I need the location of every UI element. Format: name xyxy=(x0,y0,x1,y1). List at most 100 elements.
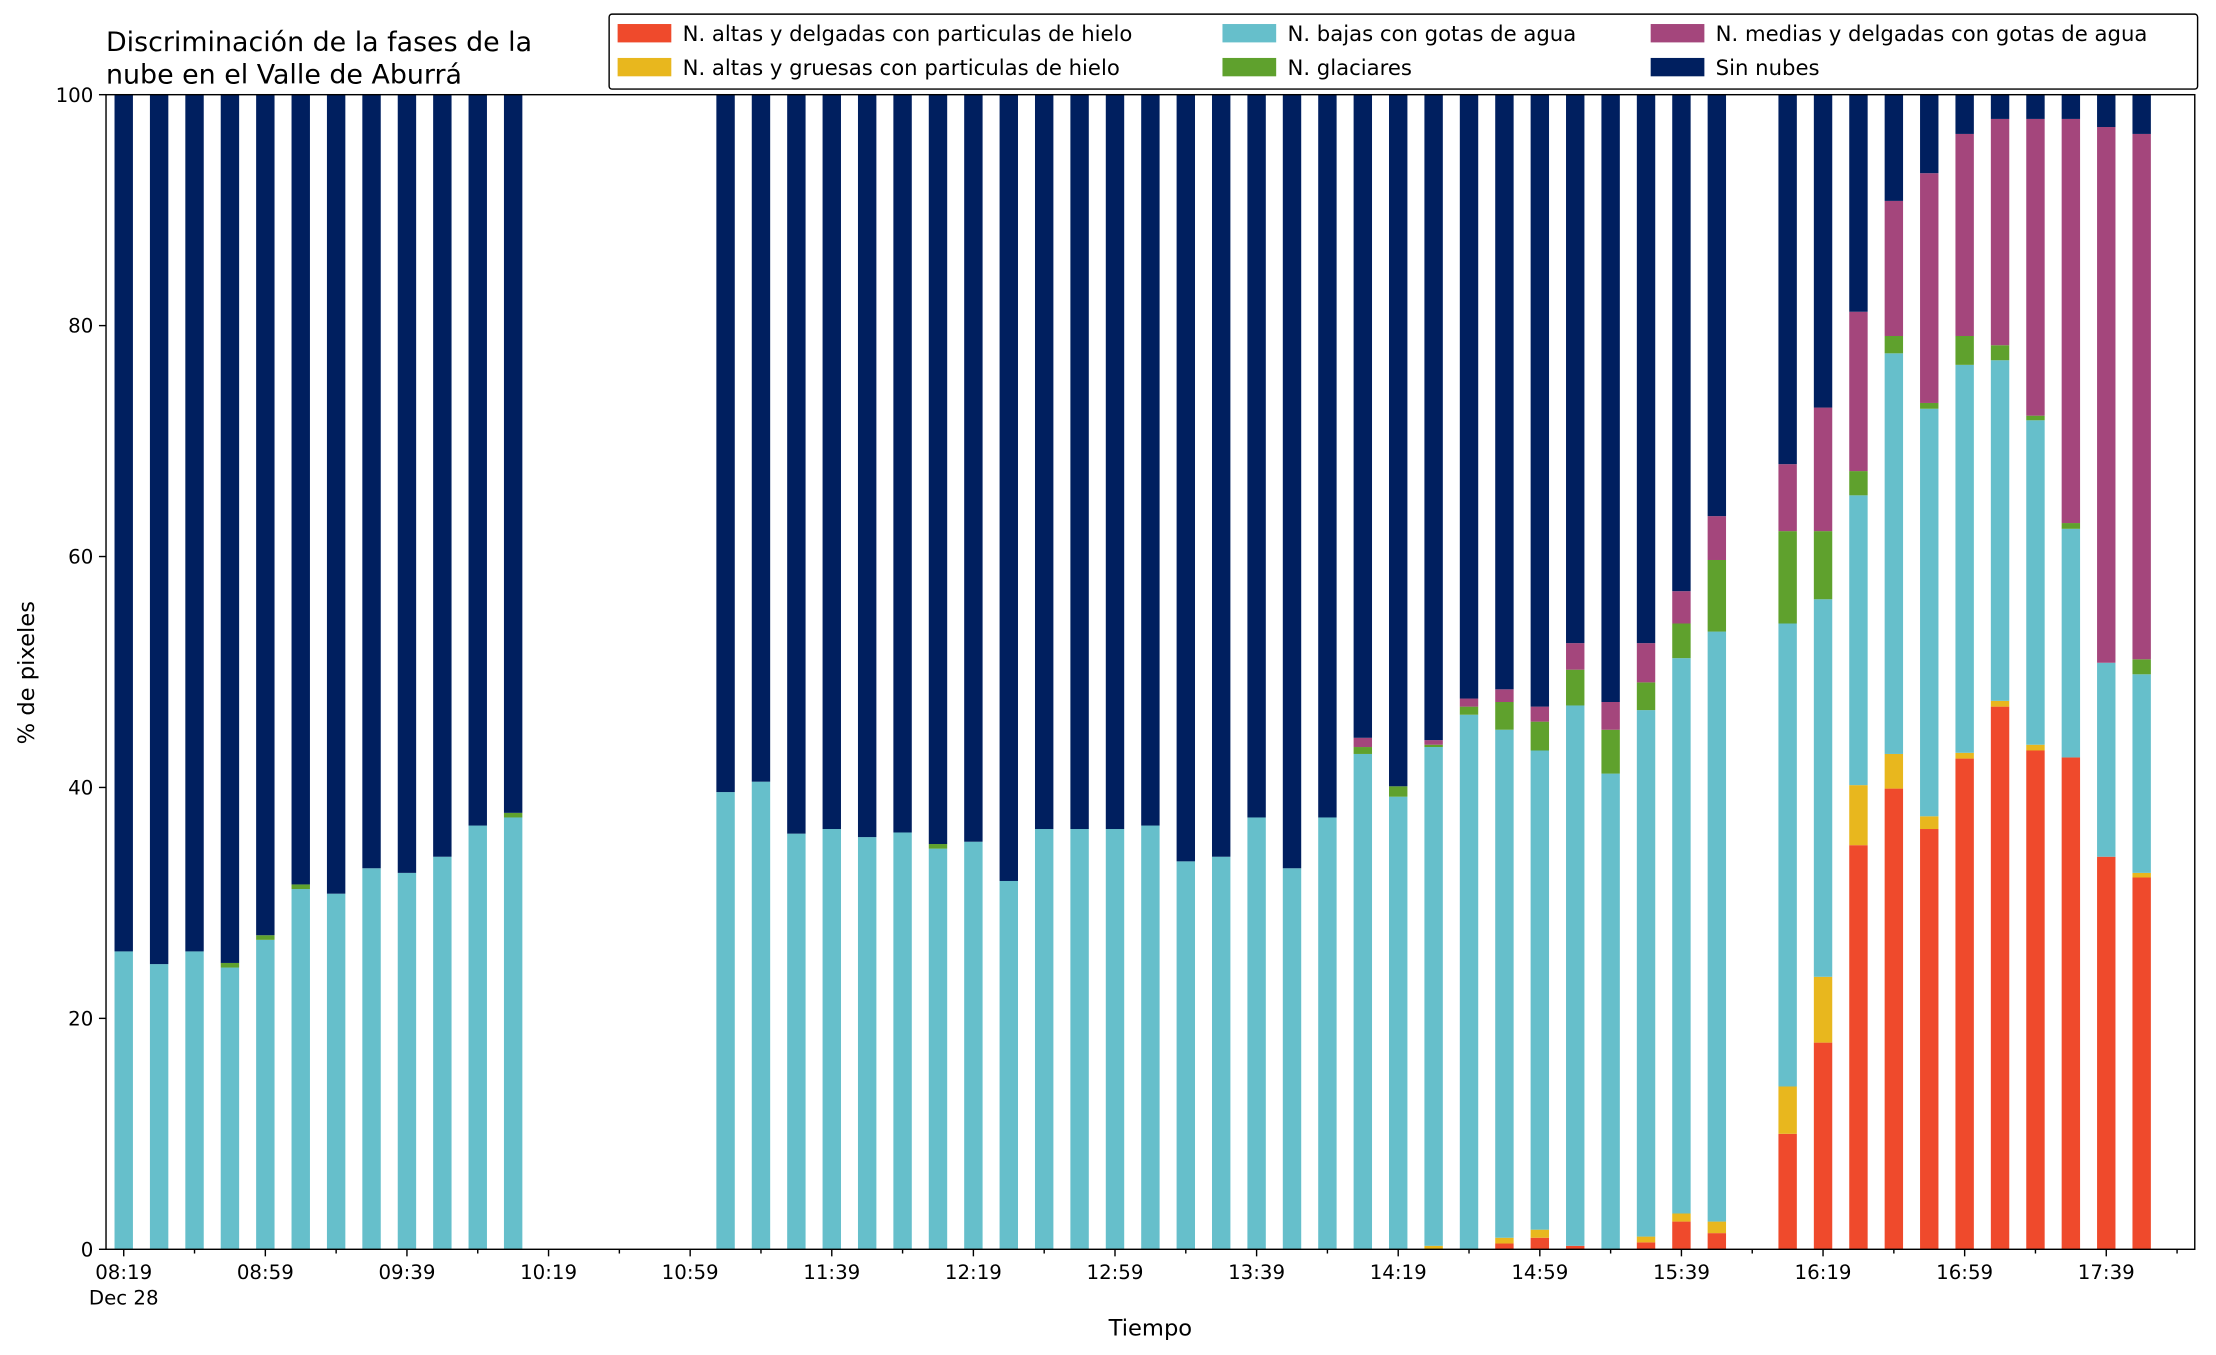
bar-segment xyxy=(964,841,983,1250)
y-tick-label: 80 xyxy=(68,315,93,338)
bar-segment xyxy=(503,812,523,818)
bar-segment xyxy=(1566,669,1585,706)
bar-segment xyxy=(1813,531,1833,600)
bar-segment xyxy=(1636,94,1656,644)
bar-segment xyxy=(1990,118,2010,346)
bar-segment xyxy=(1955,364,1974,753)
bar-segment xyxy=(468,825,487,1250)
legend-label: N. glaciares xyxy=(1287,55,1411,80)
bar-segment xyxy=(2132,674,2151,873)
bar-segment xyxy=(2026,750,2045,1250)
bar-segment xyxy=(1353,747,1373,754)
bar-segment xyxy=(397,872,417,1250)
bar-segment xyxy=(1849,495,1868,786)
x-date-label: Dec 28 xyxy=(89,1286,159,1309)
bar-segment xyxy=(1672,623,1691,659)
chart-title: Discriminación de la fases de la xyxy=(106,27,532,58)
bar-segment xyxy=(256,939,275,1250)
bar-segment xyxy=(1247,94,1266,818)
bar-segment xyxy=(362,94,381,869)
bar-segment xyxy=(1849,785,1868,846)
bar-segment xyxy=(2061,523,2081,529)
bar-segment xyxy=(503,94,523,813)
bar-segment xyxy=(1955,752,1974,759)
bar-segment xyxy=(928,94,948,845)
bar-segment xyxy=(1990,360,2010,701)
bar-segment xyxy=(1282,868,1302,1250)
legend-swatch xyxy=(1222,57,1277,77)
bar-segment xyxy=(1955,133,1974,336)
x-tick-label: 10:59 xyxy=(662,1261,719,1284)
x-tick-label: 14:19 xyxy=(1370,1261,1427,1284)
y-tick-label: 20 xyxy=(68,1007,93,1030)
bar-segment xyxy=(1849,311,1868,472)
bar-segment xyxy=(1566,1245,1585,1250)
bar-segment xyxy=(716,94,735,793)
x-tick-label: 10:19 xyxy=(520,1261,577,1284)
bar-segment xyxy=(2061,528,2081,758)
bar-segment xyxy=(1707,631,1727,1222)
bar-segment xyxy=(1636,710,1656,1237)
legend-swatch xyxy=(617,24,672,43)
bar-segment xyxy=(2061,118,2081,524)
bar-segment xyxy=(1636,1242,1656,1250)
chart-title: nube en el Valle de Aburrá xyxy=(106,59,462,90)
bar-segment xyxy=(362,868,381,1250)
bar-segment xyxy=(1424,747,1443,1246)
bar-segment xyxy=(1211,856,1231,1250)
y-tick-label: 0 xyxy=(81,1238,94,1261)
legend-label: N. altas y gruesas con particulas de hie… xyxy=(683,55,1120,80)
bar-segment xyxy=(1105,829,1125,1250)
bar-segment xyxy=(1141,94,1160,826)
bar-segment xyxy=(2061,757,2081,1250)
bar-segment xyxy=(1778,1133,1797,1250)
bar-segment xyxy=(1672,1213,1691,1222)
bar-segment xyxy=(1672,658,1691,1214)
bar-segment xyxy=(1318,94,1337,818)
bar-segment xyxy=(185,94,204,952)
bar-segment xyxy=(2132,872,2151,878)
bar-segment xyxy=(1495,1243,1514,1250)
bar-segment xyxy=(326,893,346,1250)
bar-segment xyxy=(1530,94,1550,707)
bar-segment xyxy=(397,94,417,873)
y-tick-label: 40 xyxy=(68,777,93,800)
legend-swatch xyxy=(1222,24,1277,43)
bar-segment xyxy=(1530,1237,1550,1250)
bar-segment xyxy=(2061,94,2081,119)
bar-segment xyxy=(1884,753,1904,789)
bar-segment xyxy=(291,884,310,890)
bar-segment xyxy=(1566,94,1585,644)
legend-swatch xyxy=(617,57,672,77)
bar-segment xyxy=(1920,816,1939,830)
x-tick-label: 14:59 xyxy=(1511,1261,1568,1284)
bar-segment xyxy=(1672,1221,1691,1250)
legend-swatch xyxy=(1650,57,1705,77)
bar-segment xyxy=(893,94,912,833)
bar-segment xyxy=(2097,662,2116,857)
x-tick-label: 17:39 xyxy=(2078,1261,2135,1284)
bar-segment xyxy=(1141,825,1160,1250)
bar-segment xyxy=(149,94,169,965)
bar-segment xyxy=(2026,415,2045,421)
bar-segment xyxy=(1530,721,1550,751)
bar-segment xyxy=(2026,94,2045,119)
bar-segment xyxy=(1884,788,1904,1250)
bar-segment xyxy=(999,880,1018,1250)
bar-segment xyxy=(256,94,275,936)
bar-segment xyxy=(1495,94,1514,690)
bar-segment xyxy=(1459,94,1479,699)
bar-segment xyxy=(1955,94,1974,134)
bar-segment xyxy=(1105,94,1125,830)
bar-segment xyxy=(1495,1237,1514,1244)
bar-segment xyxy=(2097,127,2116,663)
bar-segment xyxy=(1424,744,1443,748)
bar-segment xyxy=(1424,1245,1443,1250)
bar-segment xyxy=(1318,817,1337,1250)
bar-segment xyxy=(1849,845,1868,1250)
y-tick-label: 60 xyxy=(68,546,93,569)
bar-segment xyxy=(2132,659,2151,675)
bar-segment xyxy=(1672,591,1691,624)
bar-segment xyxy=(1990,700,2010,707)
bar-segment xyxy=(1813,407,1833,532)
